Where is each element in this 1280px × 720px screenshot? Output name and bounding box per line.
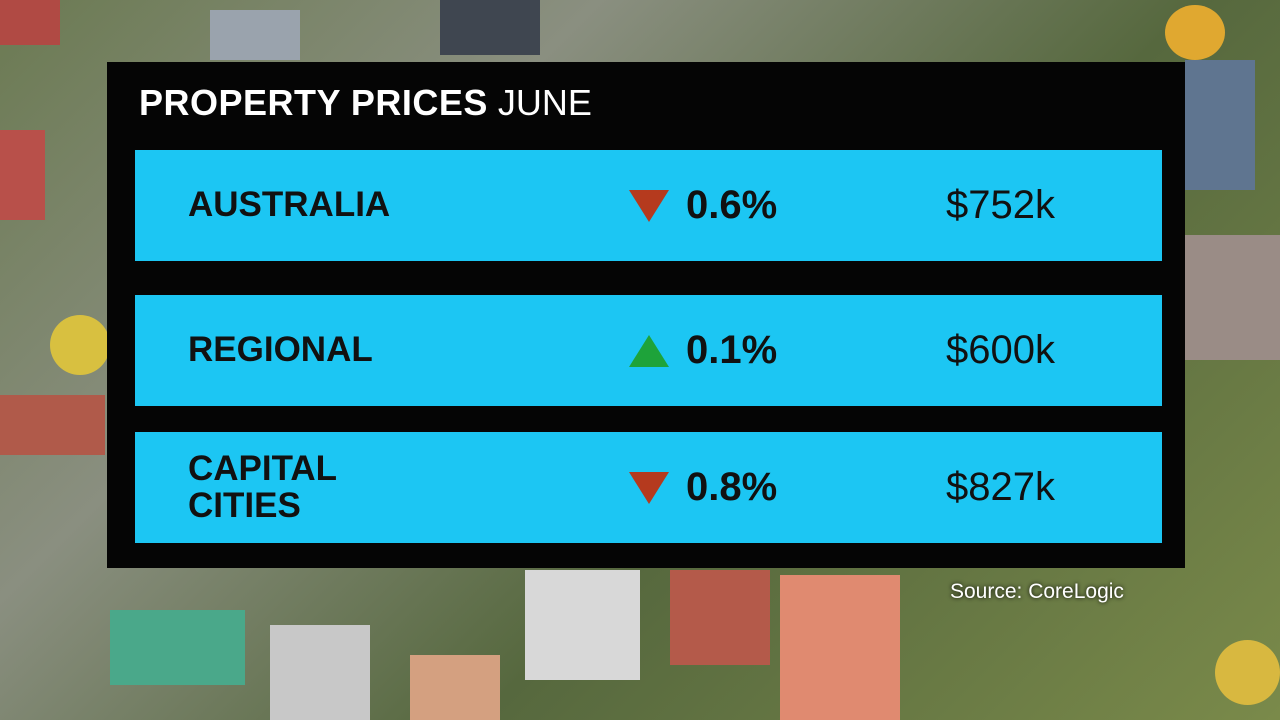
roof <box>410 655 500 720</box>
trend-arrow <box>629 335 669 367</box>
price-panel: PROPERTY PRICES JUNE AUSTRALIA 0.6% $752k RE… <box>107 62 1185 568</box>
median-price: $827k <box>946 465 1055 509</box>
change-value: 0.6% <box>686 183 778 227</box>
change-value: 0.8% <box>686 465 778 509</box>
roof <box>440 0 540 55</box>
trend-triangle <box>629 190 669 222</box>
median-price: $600k <box>946 328 1055 372</box>
region-label: REGIONAL <box>188 330 373 370</box>
roof <box>525 570 640 680</box>
roof <box>0 395 105 455</box>
roof <box>1185 235 1280 360</box>
trend-arrow <box>629 190 669 222</box>
roof <box>0 130 45 220</box>
change-value: 0.1% <box>686 328 778 372</box>
source-credit: Source: CoreLogic <box>950 580 1124 603</box>
trend-triangle <box>629 335 669 367</box>
table-row: AUSTRALIA 0.6% $752k <box>135 150 1162 261</box>
median-price: $752k <box>946 183 1055 227</box>
region-label: CAPITAL CITIES <box>188 448 337 525</box>
roof <box>670 570 770 665</box>
roof <box>0 0 60 45</box>
roof <box>780 575 900 720</box>
title: PROPERTY PRICES JUNE <box>139 82 592 124</box>
roof <box>210 10 300 60</box>
roof <box>1185 60 1255 190</box>
table-row: CAPITAL CITIES 0.8% $827k <box>135 432 1162 543</box>
table-row: REGIONAL 0.1% $600k <box>135 295 1162 406</box>
roof <box>110 610 245 685</box>
title-main: PROPERTY PRICES <box>139 82 488 123</box>
tree <box>50 315 110 375</box>
tree <box>1165 5 1225 60</box>
trend-arrow <box>629 472 669 504</box>
roof <box>270 625 370 720</box>
trend-triangle <box>629 472 669 504</box>
region-label: AUSTRALIA <box>188 185 391 225</box>
title-month: JUNE <box>497 82 592 123</box>
tree <box>1215 640 1280 705</box>
